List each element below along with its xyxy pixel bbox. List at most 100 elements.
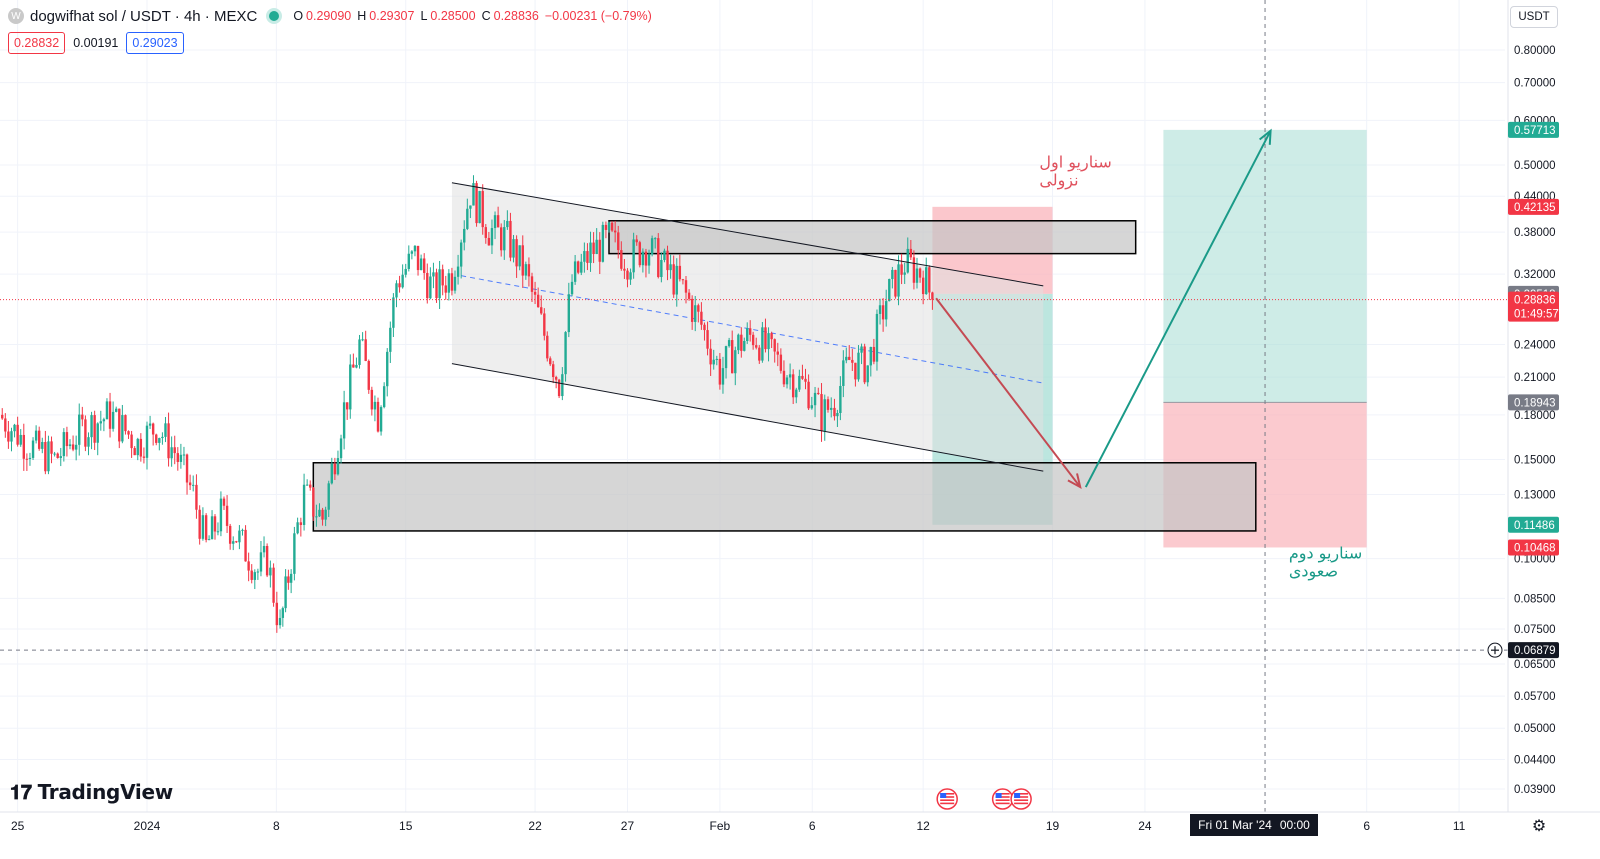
candle-body bbox=[617, 232, 620, 251]
candle-body bbox=[453, 276, 457, 291]
candle-body bbox=[90, 415, 93, 438]
candle-body bbox=[761, 327, 764, 361]
price-tick-label: 0.80000 bbox=[1514, 45, 1556, 57]
candle-body bbox=[96, 423, 99, 443]
symbol-title[interactable]: dogwifhat sol / USDT · 4h · MEXC bbox=[30, 7, 258, 25]
candle-body bbox=[287, 576, 290, 583]
candle-body bbox=[198, 509, 201, 539]
candle-body bbox=[321, 509, 324, 520]
us-event-flag-icon[interactable] bbox=[936, 788, 958, 810]
candle-body bbox=[210, 516, 214, 540]
tradingview-logo[interactable]: 𝟏𝟕 TradingView bbox=[10, 780, 173, 804]
candle-body bbox=[278, 617, 282, 626]
flag-stripe bbox=[995, 796, 1010, 798]
candle-body bbox=[50, 441, 53, 454]
candle-body bbox=[244, 529, 247, 562]
candle-body bbox=[349, 364, 352, 410]
price-label-value: 0.28836 bbox=[1514, 295, 1556, 307]
price-tick-label: 0.08500 bbox=[1514, 593, 1556, 605]
candle-body bbox=[155, 434, 158, 443]
candle-body bbox=[629, 272, 632, 280]
candle-body bbox=[740, 334, 743, 351]
currency-button[interactable]: USDT bbox=[1510, 6, 1558, 28]
candle-body bbox=[450, 273, 454, 291]
market-open-icon bbox=[269, 11, 280, 21]
candle-body bbox=[764, 327, 767, 350]
settings-gear-icon[interactable]: ⚙ bbox=[1531, 818, 1547, 835]
candle-body bbox=[410, 251, 414, 254]
candle-body bbox=[580, 261, 583, 273]
candle-body bbox=[41, 442, 44, 449]
candle-body bbox=[469, 205, 472, 209]
candle-body bbox=[59, 456, 62, 459]
candle-body bbox=[623, 268, 626, 271]
candle-body bbox=[225, 505, 229, 526]
candle-body bbox=[423, 258, 426, 273]
candle-body bbox=[551, 364, 555, 378]
time-tick-label: 19 bbox=[1046, 819, 1060, 833]
candle-body bbox=[654, 238, 657, 240]
candle-body bbox=[302, 484, 306, 525]
symbol-header: W dogwifhat sol / USDT · 4h · MEXC O 0.29… bbox=[8, 6, 658, 26]
candle-body bbox=[894, 269, 897, 297]
candle-body bbox=[909, 248, 913, 258]
price-tick-label: 0.32000 bbox=[1514, 269, 1556, 281]
buy-price-button[interactable]: 0.29023 bbox=[126, 32, 184, 54]
candle-body bbox=[133, 448, 136, 456]
candle-body bbox=[309, 484, 312, 488]
price-tick-label: 0.03900 bbox=[1514, 784, 1556, 796]
candle-body bbox=[19, 434, 22, 445]
candle-body bbox=[438, 269, 441, 299]
candle-body bbox=[512, 239, 515, 258]
time-tick-label: 2024 bbox=[134, 819, 161, 833]
time-tick-label: Feb bbox=[710, 819, 731, 833]
sell-price-button[interactable]: 0.28832 bbox=[8, 32, 66, 54]
candle-body bbox=[404, 268, 407, 275]
candle-body bbox=[527, 264, 531, 277]
candle-body bbox=[373, 401, 377, 410]
ohlc-change-value: −0.00231 (−0.79%) bbox=[544, 9, 652, 23]
candle-body bbox=[610, 222, 614, 231]
candle-body bbox=[84, 419, 87, 447]
candle-body bbox=[715, 358, 718, 360]
candle-body bbox=[601, 224, 605, 262]
candle-body bbox=[712, 359, 715, 365]
time-axis[interactable]: 25 2024 8 15 22 27 Feb 6 12 19 24 6 11 bbox=[0, 811, 1600, 833]
price-tick-label: 0.05000 bbox=[1514, 723, 1556, 735]
candle-body bbox=[145, 425, 149, 458]
candle-body bbox=[604, 224, 608, 230]
candle-body bbox=[788, 374, 792, 378]
candle-body bbox=[737, 334, 740, 351]
candle-body bbox=[272, 567, 275, 603]
flag-ring bbox=[991, 788, 1014, 810]
candle-body bbox=[241, 529, 244, 531]
candle-body bbox=[490, 228, 494, 246]
candle-body bbox=[518, 245, 521, 267]
candle-body bbox=[561, 374, 564, 397]
candle-body bbox=[426, 272, 429, 299]
candle-body bbox=[228, 525, 232, 544]
price-label-value: 0.57713 bbox=[1514, 125, 1556, 137]
candle-body bbox=[557, 379, 561, 397]
candle-body bbox=[888, 279, 891, 302]
us-event-flag-icon[interactable] bbox=[991, 788, 1014, 810]
scenario-label-line: صعودی bbox=[1289, 562, 1338, 582]
candle-body bbox=[918, 268, 922, 278]
candle-body bbox=[767, 333, 770, 350]
candle-body bbox=[65, 432, 69, 447]
candle-body bbox=[459, 242, 463, 267]
candle-body bbox=[782, 370, 786, 385]
flag-stripe bbox=[995, 802, 1010, 805]
candle-body bbox=[595, 239, 598, 255]
candle-body bbox=[607, 222, 611, 230]
ohlc-close-value: 0.28836 bbox=[493, 9, 539, 23]
candle-body bbox=[530, 276, 534, 292]
price-label-bg bbox=[1508, 539, 1559, 556]
flag-stripe bbox=[1014, 799, 1029, 801]
candle-body bbox=[635, 239, 638, 243]
candle-body bbox=[419, 258, 423, 271]
candle-body bbox=[666, 250, 669, 271]
price-tick-label: 0.70000 bbox=[1514, 78, 1556, 90]
us-event-flag-icon[interactable] bbox=[1010, 788, 1032, 810]
